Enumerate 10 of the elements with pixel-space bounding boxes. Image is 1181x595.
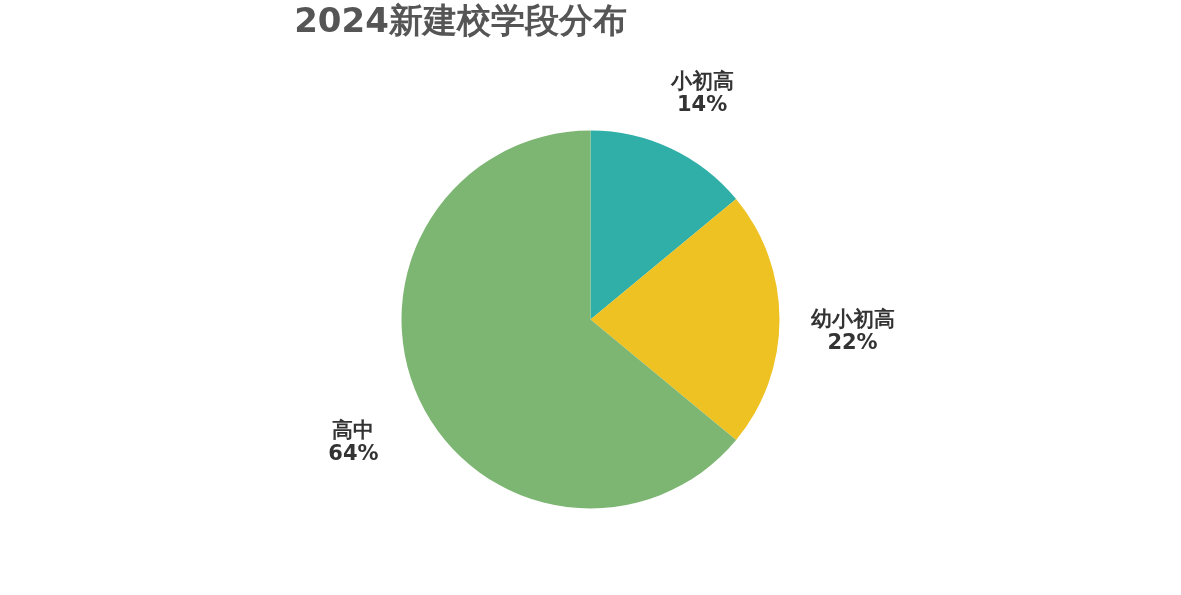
slice-label: 高中 (332, 418, 375, 443)
pie-slice (590, 199, 780, 440)
data-label: 22% (827, 329, 878, 354)
data-label: 14% (676, 92, 728, 117)
chart-title: 2024新建校学段分布 (294, 0, 627, 40)
slice-label: 小初高 (669, 69, 734, 94)
pie-slice (401, 130, 737, 509)
data-label: 64% (328, 441, 379, 466)
slice-label: 幼小初高 (810, 306, 895, 331)
pie-slice (590, 130, 737, 320)
